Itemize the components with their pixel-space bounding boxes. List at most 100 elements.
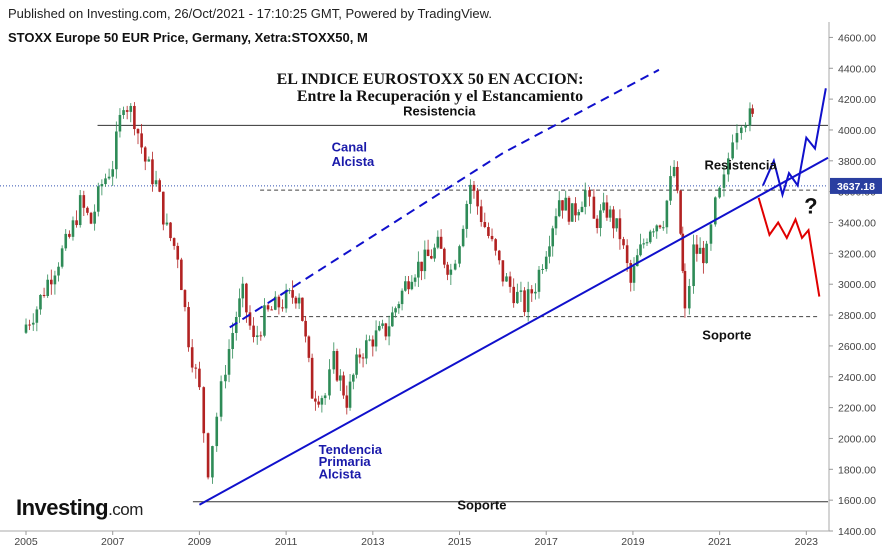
candle-body [211, 446, 214, 478]
y-tick-label: 2400.00 [838, 372, 876, 384]
candle-body [658, 225, 662, 228]
candle-body [42, 294, 46, 296]
candle-body [413, 277, 417, 282]
candle-body [465, 203, 469, 229]
candle-body [567, 197, 571, 222]
candle-body [494, 239, 497, 251]
candle-body [147, 159, 151, 162]
candle-body [202, 387, 206, 434]
candle-body [231, 332, 234, 350]
candle-body [78, 195, 82, 226]
candle-body [476, 190, 479, 207]
candle-body [458, 246, 461, 264]
y-tick-label: 3000.00 [838, 279, 876, 291]
x-tick-label: 2009 [188, 536, 212, 548]
candle-body [122, 110, 125, 115]
candle-body [133, 105, 136, 130]
candle-body [639, 244, 642, 256]
candle-body [751, 108, 754, 114]
candle-body [335, 351, 339, 381]
candle-body [423, 249, 427, 272]
annotation-label: Resistencia [704, 157, 777, 172]
candle-body [206, 433, 210, 478]
candle-body [361, 357, 365, 359]
candle-body [705, 243, 708, 264]
candle-body [234, 317, 238, 333]
chart-subtitle: Entre la Recuperación y el Estancamiento [297, 88, 583, 105]
candle-body [263, 305, 266, 336]
candle-body [739, 127, 743, 134]
candle-body [544, 256, 548, 269]
candle-body [96, 186, 100, 212]
candle-body [345, 395, 349, 408]
candle-body [68, 233, 71, 237]
candle-body [266, 305, 270, 310]
annotation-label: Canal [332, 140, 367, 155]
candle-body [648, 231, 652, 243]
candle-body [284, 290, 288, 309]
annotation-label: Alcista [332, 154, 375, 169]
candle-body [183, 290, 187, 308]
x-tick-label: 2021 [708, 536, 732, 548]
x-tick-label: 2007 [101, 536, 125, 548]
x-tick-label: 2017 [535, 536, 559, 548]
candle-body [420, 261, 423, 272]
annotation-label: Soporte [702, 328, 751, 343]
candle-body [588, 190, 591, 197]
candle-body [365, 340, 368, 359]
candle-body [635, 255, 639, 267]
candle-body [342, 375, 345, 396]
y-tick-label: 4200.00 [838, 94, 876, 106]
candle-body [655, 225, 659, 232]
candle-body [731, 142, 734, 159]
candle-body [516, 291, 519, 304]
candle-body [570, 203, 574, 222]
candle-body [526, 289, 530, 313]
annotation-label: Tendencia [319, 442, 383, 457]
annotation-label: Primaria [319, 454, 372, 469]
y-tick-label: 3800.00 [838, 156, 876, 168]
candle-body [49, 279, 53, 285]
candle-body [252, 325, 255, 338]
candle-body [472, 184, 476, 191]
candle-body [93, 211, 96, 224]
candle-body [111, 169, 115, 177]
candle-body [320, 398, 324, 405]
candle-body [387, 326, 391, 337]
candle-body [461, 228, 465, 247]
x-tick-label: 2013 [361, 536, 385, 548]
candle-body [713, 197, 717, 225]
candle-body [615, 218, 618, 229]
candle-body [577, 212, 581, 216]
candle-body [31, 322, 35, 325]
candle-body [394, 308, 397, 313]
candle-body [652, 231, 655, 233]
candle-body [612, 209, 615, 229]
candle-body [60, 248, 64, 267]
candle-body [28, 324, 31, 326]
candle-body [748, 108, 752, 126]
candle-body [273, 296, 277, 310]
candle-body [161, 191, 165, 225]
candle-body [446, 264, 449, 275]
candle-body [332, 351, 336, 370]
candle-body [625, 245, 629, 264]
last-price-label: 3637.18 [837, 181, 875, 193]
candle-body [294, 297, 298, 304]
x-tick-label: 2015 [448, 536, 472, 548]
candle-body [726, 158, 730, 175]
annotation-label: Resistencia [403, 103, 476, 118]
candle-body [227, 349, 231, 375]
candle-body [483, 222, 487, 228]
y-tick-label: 3200.00 [838, 248, 876, 260]
candle-body [557, 200, 561, 217]
candle-body [417, 261, 420, 278]
candle-body [554, 216, 558, 229]
candle-body [24, 324, 28, 333]
x-tick-label: 2023 [795, 536, 819, 548]
candle-body [224, 374, 227, 382]
candle-body [104, 178, 107, 185]
bullish-scenario-path [762, 88, 827, 199]
candle-body [672, 166, 676, 177]
